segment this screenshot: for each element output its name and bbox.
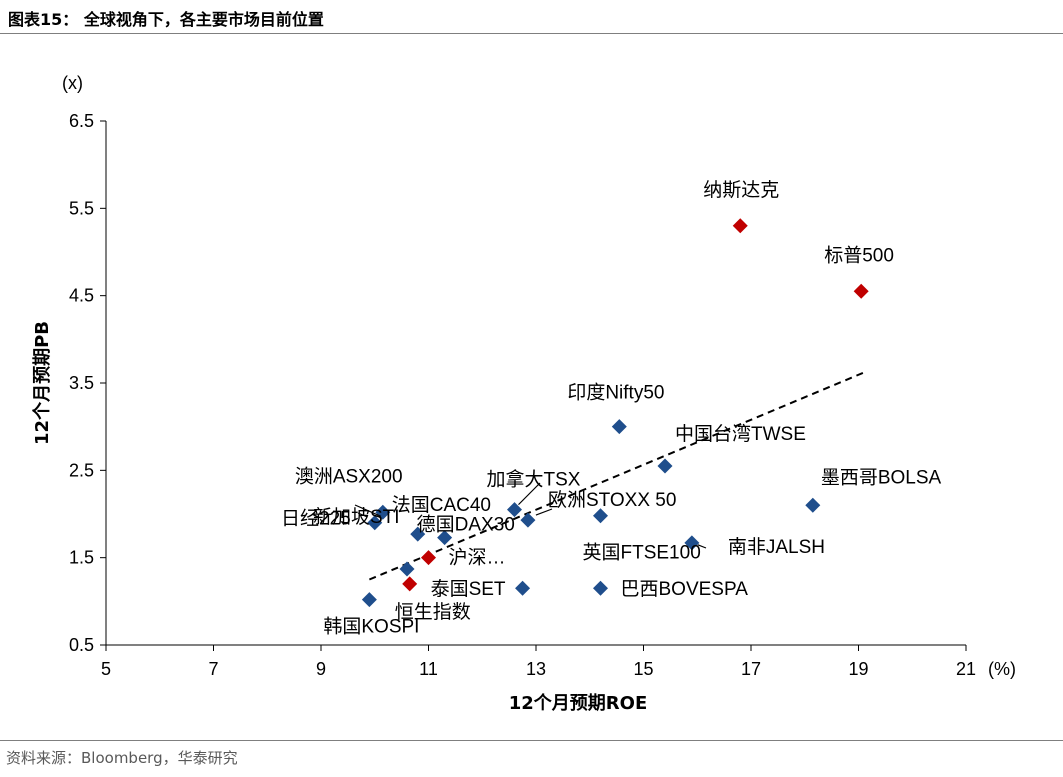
point-marker — [410, 526, 426, 542]
chart-title: 图表15： 全球视角下，各主要市场目前位置 — [8, 10, 324, 29]
point-label: 印度Nifty50 — [567, 382, 664, 404]
point-label: 南非JALSH — [728, 536, 825, 558]
point-marker — [402, 576, 418, 592]
point-marker — [361, 592, 377, 608]
x-axis-title: 12个月预期ROE — [509, 692, 648, 714]
point-label: 加拿大TSX — [487, 468, 581, 491]
point-marker — [520, 512, 536, 528]
source-note: 资料来源：Bloomberg，华泰研究 — [6, 749, 238, 767]
y-unit-label: (x) — [62, 73, 83, 93]
x-tick-label: 11 — [419, 659, 438, 679]
point-label: 新加坡STI — [313, 506, 400, 528]
leader-line — [357, 512, 367, 518]
point-label: 中国台湾TWSE — [675, 423, 806, 445]
bottom-divider — [0, 740, 1063, 741]
point-label: 澳洲ASX200 — [295, 465, 403, 487]
point-marker — [853, 283, 869, 299]
point-label: 英国FTSE100 — [583, 542, 701, 564]
point-marker — [657, 458, 673, 474]
point-marker — [507, 502, 522, 518]
x-tick-label: 15 — [633, 659, 653, 679]
x-tick-label: 5 — [101, 659, 111, 679]
y-tick-label: 3.5 — [69, 373, 94, 393]
x-unit-label: (%) — [988, 659, 1016, 679]
point-label: 巴西BOVESPA — [621, 579, 749, 600]
x-tick-label: 9 — [316, 659, 326, 679]
y-tick-label: 2.5 — [69, 460, 94, 480]
leader-line — [535, 508, 553, 516]
point-label: 日经225 — [281, 508, 351, 530]
point-marker — [421, 550, 436, 566]
point-label: 墨西哥BOLSA — [821, 467, 942, 488]
point-marker — [684, 535, 700, 551]
point-marker — [367, 515, 383, 531]
point-marker — [437, 530, 453, 546]
y-tick-label: 6.5 — [69, 111, 94, 131]
x-tick-label: 19 — [848, 659, 868, 679]
x-tick-label: 21 — [956, 659, 976, 679]
point-label: 标普500 — [824, 244, 894, 266]
point-label: 泰国SET — [431, 578, 506, 600]
point-marker — [593, 580, 608, 596]
point-label: 德国DAX30 — [417, 514, 515, 536]
point-label: 恒生指数 — [395, 601, 471, 623]
x-tick-label: 7 — [208, 659, 218, 679]
trend-line — [368, 371, 865, 581]
leader-line — [518, 482, 541, 506]
point-label: 纳斯达克 — [703, 179, 779, 201]
y-tick-label: 5.5 — [69, 198, 94, 218]
x-tick-label: 13 — [526, 659, 546, 679]
leader-line — [697, 544, 707, 549]
point-marker — [732, 218, 748, 234]
point-label: 沪深… — [449, 547, 506, 569]
point-marker — [399, 561, 415, 577]
y-tick-label: 1.5 — [69, 548, 94, 568]
leader-line — [354, 504, 382, 517]
top-divider — [0, 33, 1063, 34]
point-marker — [515, 580, 531, 596]
point-label: 法国CAC40 — [392, 494, 491, 516]
y-tick-label: 0.5 — [69, 635, 94, 655]
point-label: 欧洲STOXX 50 — [548, 489, 676, 511]
x-tick-label: 17 — [741, 659, 761, 679]
point-marker — [611, 419, 627, 435]
y-tick-label: 4.5 — [69, 286, 94, 306]
y-axis-title: 12个月预期PB — [31, 321, 53, 445]
point-marker — [805, 497, 821, 513]
point-marker — [593, 508, 608, 524]
point-label: 韩国KOSPI — [323, 616, 419, 638]
